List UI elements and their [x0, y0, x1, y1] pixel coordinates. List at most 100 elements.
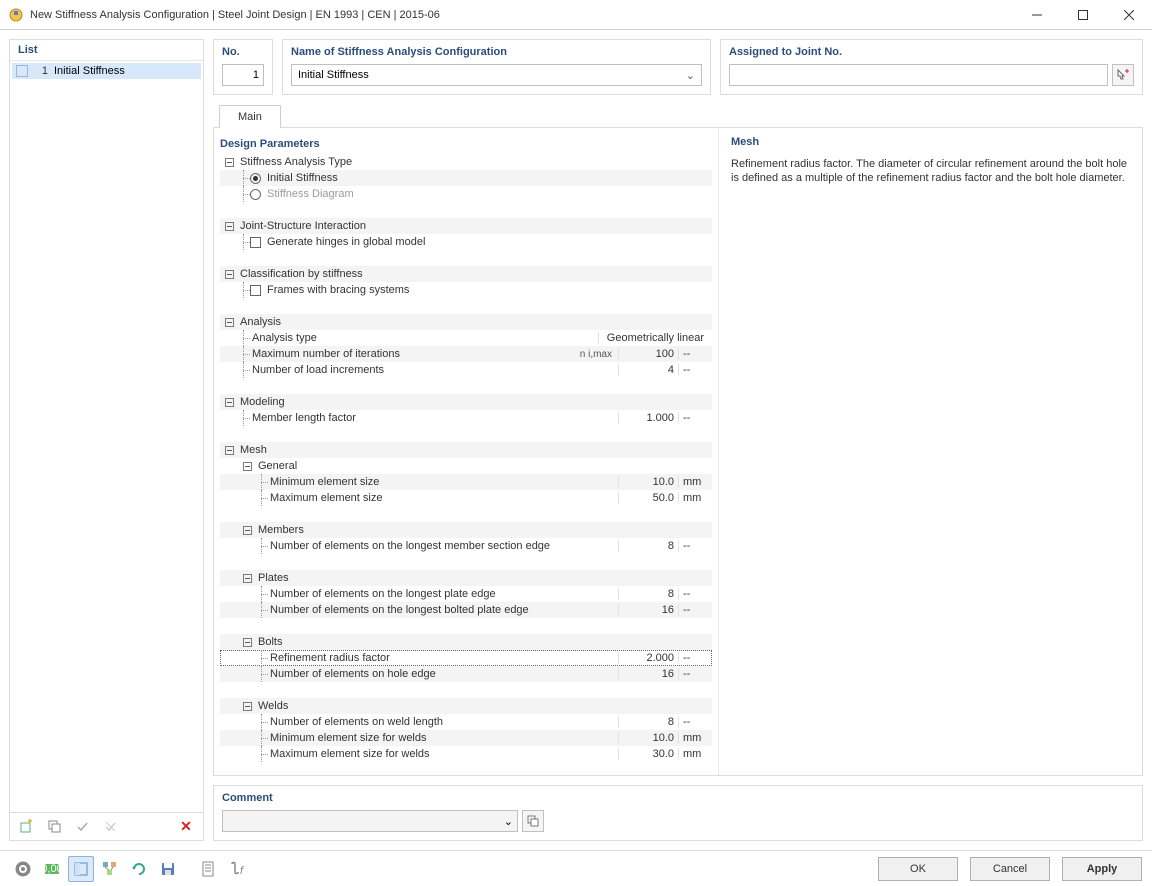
group-members: Members — [256, 524, 570, 536]
row-load-increments[interactable]: Number of load increments4-- — [220, 362, 712, 378]
parameters-panel: Design Parameters Stiffness Analysis Typ… — [214, 128, 719, 775]
refresh-button[interactable] — [126, 856, 152, 882]
expander-icon[interactable] — [243, 574, 252, 583]
close-button[interactable] — [1106, 0, 1152, 30]
group-analysis: Analysis — [238, 316, 570, 328]
list-panel: List 1 Initial Stiffness ✕ — [9, 39, 204, 841]
maximize-button[interactable] — [1060, 0, 1106, 30]
expander-icon[interactable] — [225, 270, 234, 279]
row-max-element-size[interactable]: Maximum element size50.0mm — [220, 490, 712, 506]
help-button[interactable] — [10, 856, 36, 882]
report-button[interactable] — [195, 856, 221, 882]
row-plate-edge[interactable]: Number of elements on the longest plate … — [220, 586, 712, 602]
row-hole-edge[interactable]: Number of elements on hole edge16-- — [220, 666, 712, 682]
list-item-label: Initial Stiffness — [54, 65, 125, 77]
app-icon — [8, 7, 24, 23]
name-field-block: Name of Stiffness Analysis Configuration… — [282, 39, 711, 95]
row-weld-length[interactable]: Number of elements on weld length8-- — [220, 714, 712, 730]
list-item-icon — [16, 65, 28, 77]
number-label: No. — [222, 44, 264, 60]
assigned-input[interactable] — [729, 64, 1108, 86]
name-value: Initial Stiffness — [298, 69, 369, 81]
copy-item-button[interactable] — [42, 814, 68, 840]
comment-copy-button[interactable] — [522, 810, 544, 832]
comment-dropdown[interactable]: ⌄ — [222, 810, 518, 832]
delete-item-button[interactable]: ✕ — [173, 814, 199, 840]
tab-main[interactable]: Main — [219, 105, 281, 128]
tree-button[interactable] — [97, 856, 123, 882]
row-weld-max-size[interactable]: Maximum element size for welds30.0mm — [220, 746, 712, 762]
help-panel: Mesh Refinement radius factor. The diame… — [719, 128, 1142, 775]
group-welds: Welds — [256, 700, 570, 712]
checkbox-generate-hinges[interactable]: Generate hinges in global model — [220, 234, 712, 250]
comment-label: Comment — [222, 790, 1134, 806]
group-joint-structure: Joint-Structure Interaction — [238, 220, 570, 232]
expander-icon[interactable] — [243, 526, 252, 535]
chevron-down-icon: ⌄ — [686, 69, 695, 82]
expander-icon[interactable] — [243, 702, 252, 711]
row-max-iterations[interactable]: Maximum number of iterationsn i,max100-- — [220, 346, 712, 362]
group-stiffness-type: Stiffness Analysis Type — [238, 156, 570, 168]
list-toolbar: ✕ — [10, 812, 203, 840]
row-member-edge[interactable]: Number of elements on the longest member… — [220, 538, 712, 554]
group-bolts: Bolts — [256, 636, 570, 648]
assigned-field-block: Assigned to Joint No. — [720, 39, 1143, 95]
expander-icon[interactable] — [243, 462, 252, 471]
section-design-parameters: Design Parameters — [220, 136, 712, 154]
minimize-button[interactable] — [1014, 0, 1060, 30]
checkbox-icon — [250, 285, 261, 296]
group-modeling: Modeling — [238, 396, 570, 408]
svg-text:0,00: 0,00 — [43, 863, 61, 875]
radio-icon — [250, 173, 261, 184]
number-input[interactable] — [222, 64, 264, 86]
save-default-button[interactable] — [155, 856, 181, 882]
name-label: Name of Stiffness Analysis Configuration — [291, 44, 702, 60]
apply-button[interactable]: Apply — [1062, 857, 1142, 881]
comment-block: Comment ⌄ — [213, 785, 1143, 841]
radio-icon — [250, 189, 261, 200]
delete-icon: ✕ — [180, 818, 192, 835]
expander-icon[interactable] — [225, 318, 234, 327]
row-min-element-size[interactable]: Minimum element size10.0mm — [220, 474, 712, 490]
row-weld-min-size[interactable]: Minimum element size for welds10.0mm — [220, 730, 712, 746]
script-button[interactable]: f — [224, 856, 250, 882]
svg-text:f: f — [240, 865, 244, 877]
group-mesh: Mesh — [238, 444, 570, 456]
window-title: New Stiffness Analysis Configuration | S… — [30, 9, 1014, 21]
assigned-label: Assigned to Joint No. — [729, 44, 1134, 60]
checkbox-icon — [250, 237, 261, 248]
expander-icon[interactable] — [243, 638, 252, 647]
group-plates: Plates — [256, 572, 570, 584]
units-button[interactable]: 0,00 — [39, 856, 65, 882]
expander-icon[interactable] — [225, 398, 234, 407]
expander-icon[interactable] — [225, 158, 234, 167]
expander-icon[interactable] — [225, 446, 234, 455]
number-field-block: No. — [213, 39, 273, 95]
view-mode-button[interactable] — [68, 856, 94, 882]
group-classification: Classification by stiffness — [238, 268, 570, 280]
include-button[interactable] — [70, 814, 96, 840]
row-refinement-radius[interactable]: Refinement radius factor2.000-- — [220, 650, 712, 666]
bottom-toolbar: 0,00 f OK Cancel Apply — [0, 850, 1152, 886]
row-analysis-type[interactable]: Analysis typeGeometrically linear — [220, 330, 712, 346]
list-header: List — [10, 40, 203, 61]
title-bar: New Stiffness Analysis Configuration | S… — [0, 0, 1152, 30]
pick-joint-button[interactable] — [1112, 64, 1134, 86]
row-member-length-factor[interactable]: Member length factor1.000-- — [220, 410, 712, 426]
name-dropdown[interactable]: Initial Stiffness ⌄ — [291, 64, 702, 86]
group-general: General — [256, 460, 570, 472]
list-item-number: 1 — [34, 65, 48, 77]
radio-initial-stiffness[interactable]: Initial Stiffness — [220, 170, 712, 186]
radio-stiffness-diagram[interactable]: Stiffness Diagram — [220, 186, 712, 202]
new-item-button[interactable] — [14, 814, 40, 840]
help-title: Mesh — [731, 136, 1130, 148]
row-bolted-plate-edge[interactable]: Number of elements on the longest bolted… — [220, 602, 712, 618]
checkbox-frames-bracing[interactable]: Frames with bracing systems — [220, 282, 712, 298]
list-item[interactable]: 1 Initial Stiffness — [12, 63, 201, 79]
ok-button[interactable]: OK — [878, 857, 958, 881]
expander-icon[interactable] — [225, 222, 234, 231]
exclude-button[interactable] — [98, 814, 124, 840]
cancel-button[interactable]: Cancel — [970, 857, 1050, 881]
help-text: Refinement radius factor. The diameter o… — [731, 158, 1130, 186]
chevron-down-icon: ⌄ — [504, 815, 513, 828]
